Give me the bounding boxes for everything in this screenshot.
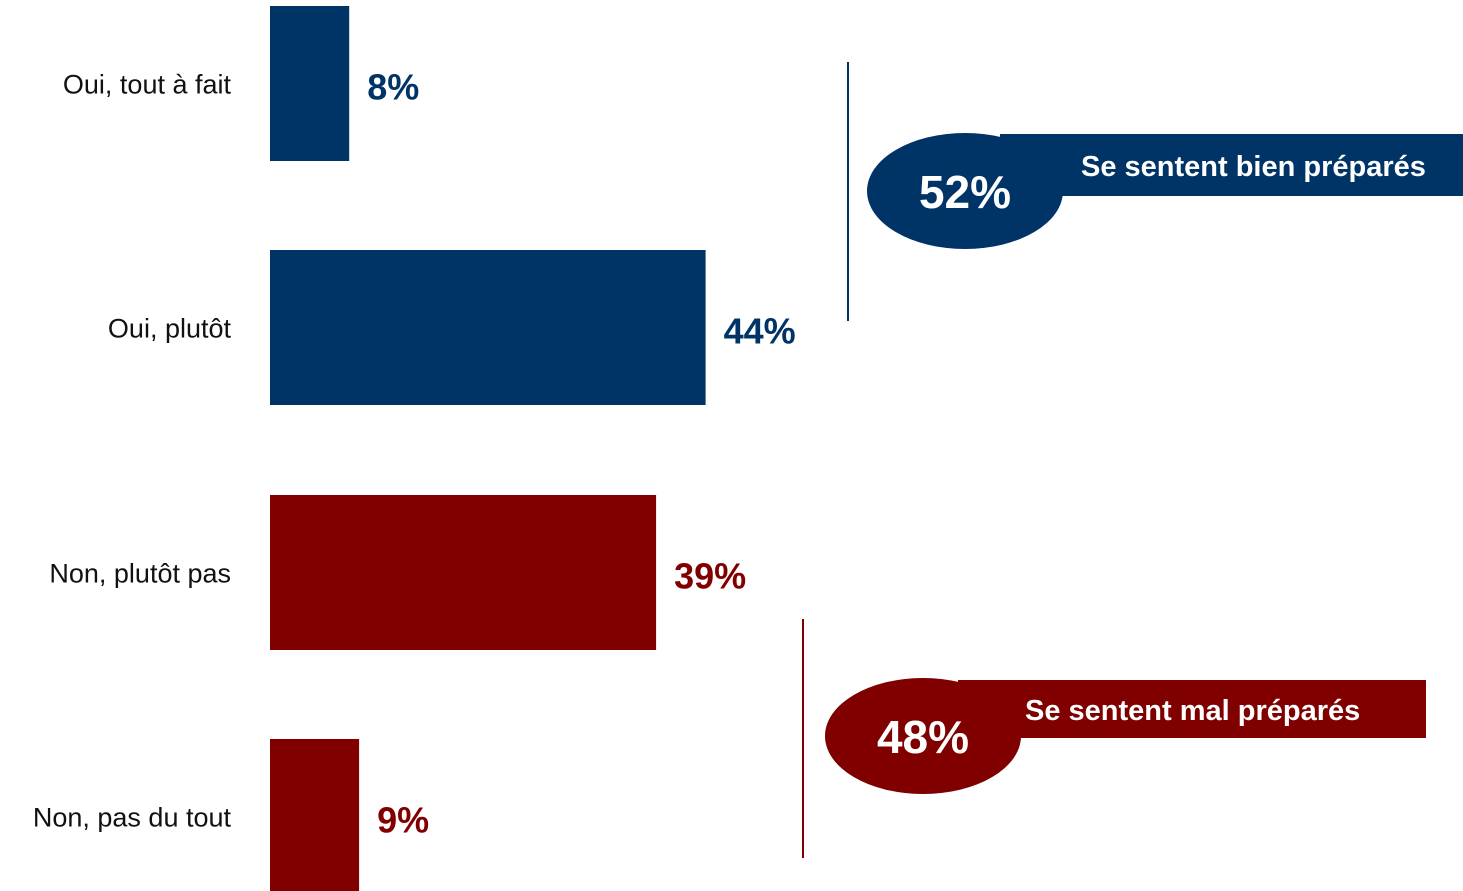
bars-group	[270, 6, 706, 891]
summary-value-bad: 48%	[877, 711, 969, 763]
bar-1	[270, 6, 350, 161]
category-label-2: Oui, plutôt	[108, 314, 232, 344]
value-labels-group: 8% 44% 39% 9%	[367, 67, 795, 841]
summary-text-good: Se sentent bien préparés	[1081, 151, 1426, 183]
summary-bad: 48% Se sentent mal préparés	[802, 619, 1426, 858]
value-label-1: 8%	[367, 67, 419, 108]
summary-banner-good	[1000, 134, 1463, 196]
category-label-4: Non, pas du tout	[33, 803, 232, 833]
category-label-1: Oui, tout à fait	[63, 70, 232, 100]
summary-bubble-good	[867, 133, 1063, 249]
summary-bubble-bad	[825, 678, 1021, 794]
summary-good: 52% Se sentent bien préparés	[847, 62, 1463, 321]
summary-banner-bad	[958, 680, 1426, 738]
bar-4	[270, 739, 360, 891]
category-labels-group: Oui, tout à fait Oui, plutôt Non, plutôt p…	[33, 70, 232, 833]
category-label-3: Non, plutôt pas	[49, 559, 231, 589]
summary-value-good: 52%	[919, 166, 1011, 218]
bar-2	[270, 250, 706, 405]
value-label-4: 9%	[377, 800, 429, 841]
value-label-3: 39%	[674, 556, 746, 597]
summary-text-bad: Se sentent mal préparés	[1025, 695, 1360, 727]
value-label-2: 44%	[724, 311, 796, 352]
bar-3	[270, 495, 657, 650]
